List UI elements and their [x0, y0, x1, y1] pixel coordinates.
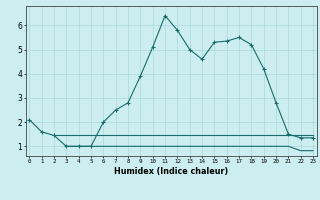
X-axis label: Humidex (Indice chaleur): Humidex (Indice chaleur)	[114, 167, 228, 176]
